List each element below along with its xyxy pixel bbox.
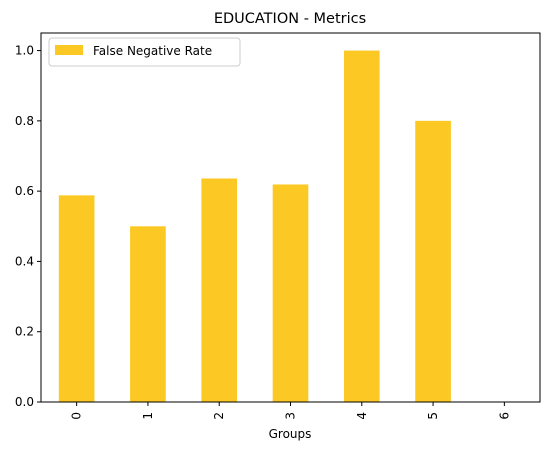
- x-axis-label: Groups: [269, 427, 312, 441]
- bar-4: [343, 50, 380, 402]
- x-tick-label-2: 2: [212, 412, 226, 420]
- bar-3: [272, 184, 309, 402]
- legend-box: [48, 37, 241, 67]
- legend-swatch: [55, 45, 83, 55]
- y-tick-label-1: 0.2: [15, 325, 34, 339]
- y-tick-label-3: 0.6: [15, 184, 34, 198]
- plot-frame: [40, 32, 541, 403]
- legend: False Negative Rate: [48, 37, 241, 67]
- x-tick-label-1: 1: [141, 412, 155, 420]
- bar-0: [58, 195, 95, 402]
- chart-title: EDUCATION - Metrics: [214, 11, 366, 27]
- y-tick-label-5: 1.0: [15, 44, 34, 58]
- bar-5: [415, 120, 451, 402]
- legend-label: False Negative Rate: [93, 44, 212, 58]
- y-tick-label-0: 0.0: [15, 395, 34, 409]
- y-tick-label-4: 0.8: [15, 114, 34, 128]
- x-tick-label-6: 6: [497, 412, 511, 420]
- x-axis: 0 1 2 3 4 5 6: [70, 402, 511, 420]
- x-tick-label-0: 0: [70, 412, 84, 420]
- y-tick-label-2: 0.4: [15, 254, 34, 268]
- y-axis: 0.0 0.2 0.4 0.6 0.8 1.0: [15, 44, 41, 409]
- bar-2: [201, 178, 238, 402]
- bar-1: [130, 226, 166, 402]
- x-tick-label-3: 3: [284, 412, 298, 420]
- x-tick-label-5: 5: [426, 412, 440, 420]
- bars-layer: [58, 50, 451, 402]
- x-tick-label-4: 4: [355, 412, 369, 420]
